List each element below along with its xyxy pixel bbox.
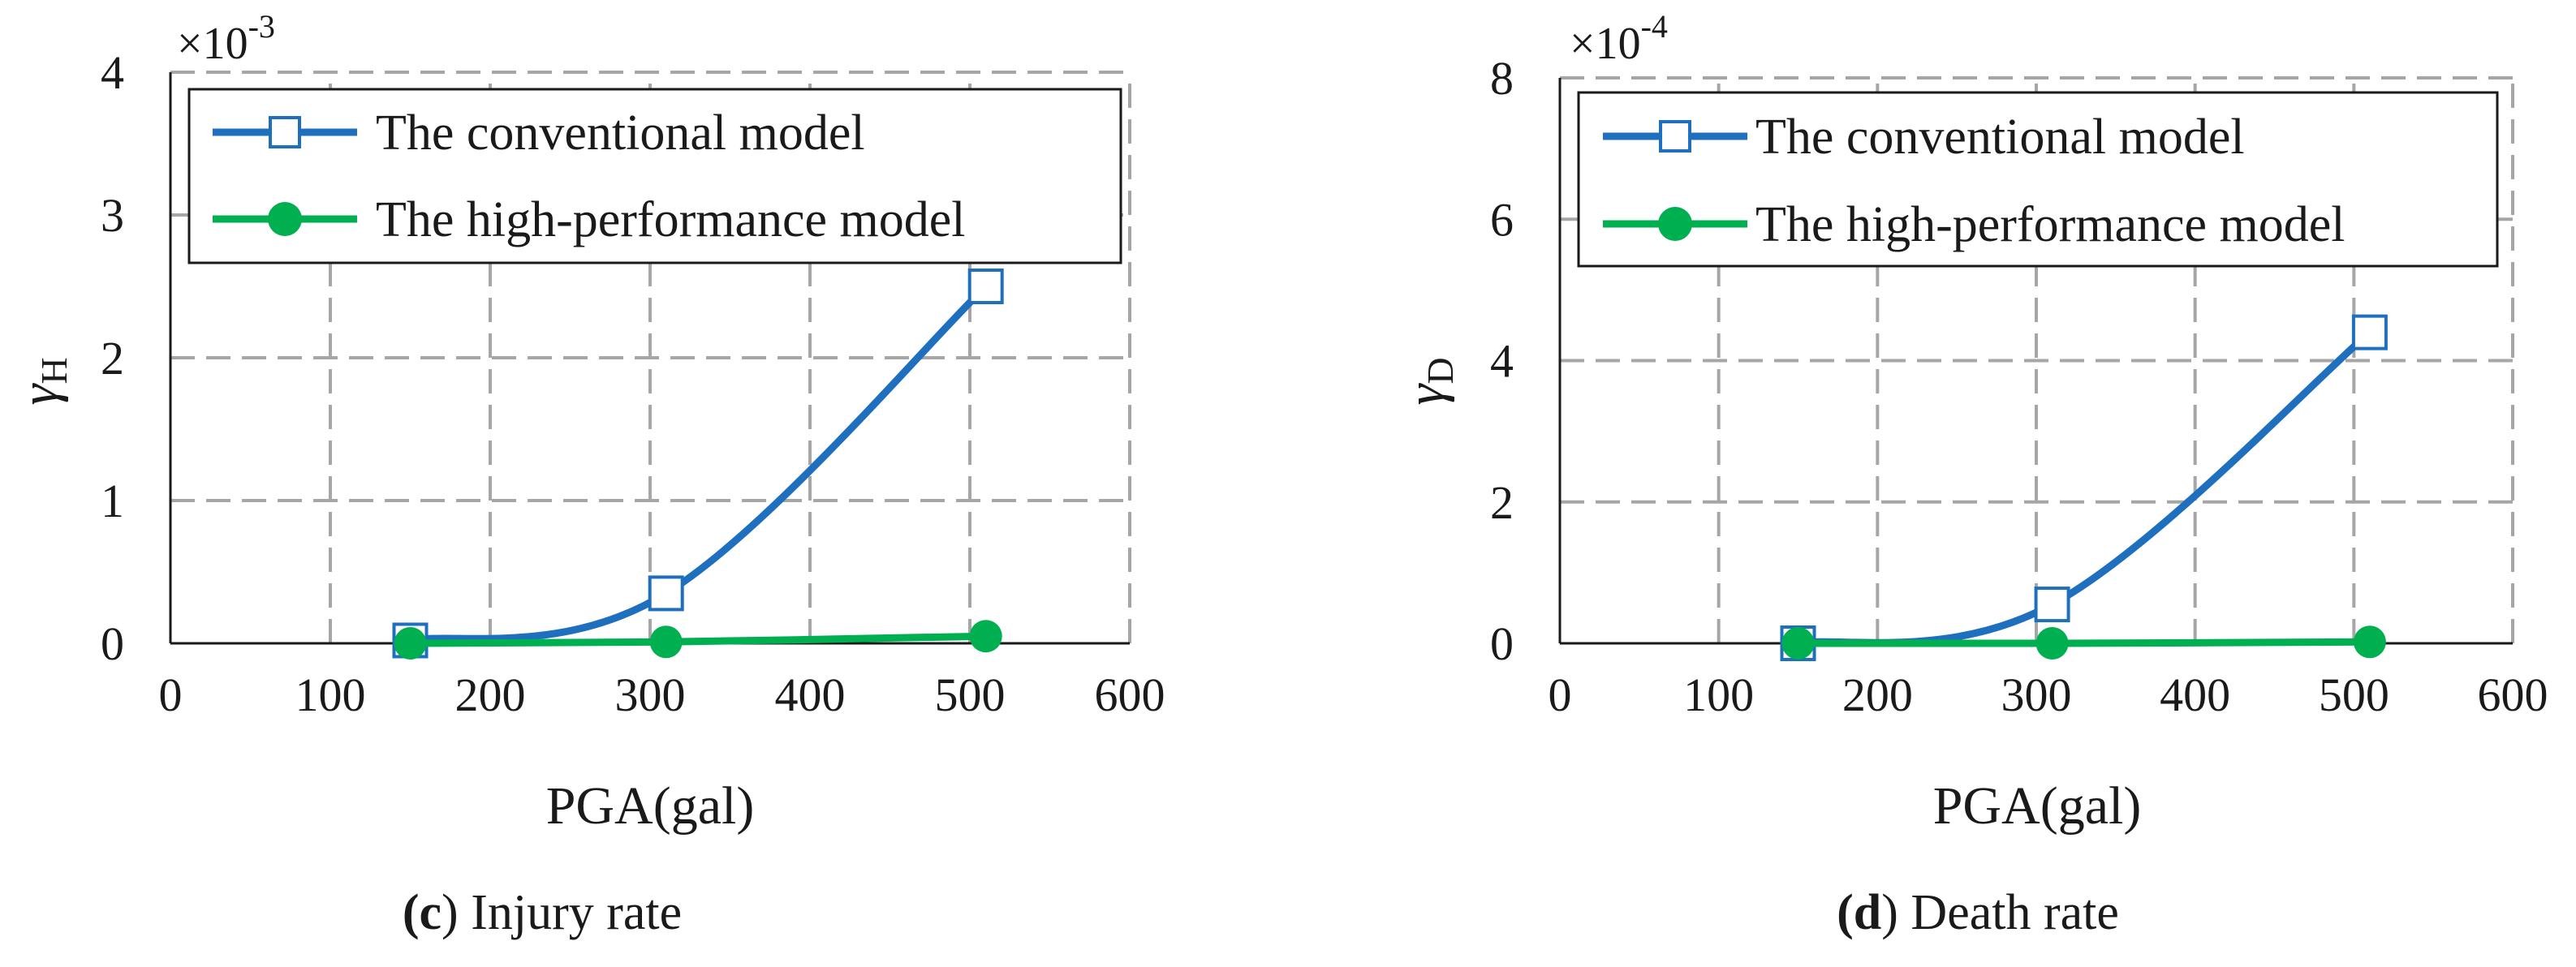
legend: The conventional model The high-performa… [187, 88, 1122, 264]
data-point-circle [2035, 627, 2069, 660]
series-lines [1780, 314, 2388, 661]
legend-marker-filled-circle [268, 202, 302, 236]
legend-item-high-performance: The high-performance model [1603, 197, 2345, 252]
legend: The conventional model The high-performa… [1577, 91, 2499, 268]
legend-label-high-performance: The high-performance model [376, 192, 965, 247]
legend-marker-open-square [1659, 120, 1691, 153]
y-tick-label: 2 [1490, 476, 1514, 529]
data-point-square [2034, 587, 2070, 623]
y-tick-label: 4 [101, 46, 124, 99]
x-axis-title: PGA(gal) [1933, 776, 2142, 836]
legend-marker-filled-circle [1658, 207, 1692, 241]
x-tick-label: 400 [2160, 668, 2230, 721]
multiplier-label: ×10-3 [177, 8, 275, 69]
y-tick-label: 6 [1490, 193, 1514, 246]
legend-item-conventional: The conventional model [213, 105, 865, 161]
x-tick-label: 200 [1842, 668, 1913, 721]
y-axis-title: γD [1396, 357, 1461, 405]
x-tick-label: 300 [2001, 668, 2072, 721]
tick-labels: 0 100 200 300 400 500 600 0 2 4 6 8 [1490, 52, 2548, 721]
x-tick-label: 100 [1683, 668, 1754, 721]
legend-label-high-performance: The high-performance model [1755, 197, 2345, 252]
legend-item-conventional: The conventional model [1603, 110, 2245, 165]
y-tick-label: 0 [101, 617, 124, 670]
x-tick-label: 300 [615, 668, 686, 721]
x-tick-label: 200 [455, 668, 526, 721]
legend-label-conventional: The conventional model [376, 105, 865, 161]
panel-caption: (d) Death rate [1837, 885, 2119, 940]
tick-labels: 0 100 200 300 400 500 600 0 1 2 3 4 [101, 46, 1165, 721]
x-axis-title: PGA(gal) [546, 776, 755, 836]
series-line-high-performance [1794, 638, 2374, 647]
data-point-circle [1781, 627, 1815, 660]
legend-marker-open-square [269, 116, 301, 148]
x-tick-label: 100 [295, 668, 366, 721]
series-lines [392, 269, 1004, 660]
y-tick-label: 1 [101, 475, 124, 527]
data-point-circle [969, 620, 1002, 653]
x-tick-label: 500 [2319, 668, 2389, 721]
chart-panel-death-rate: 0 100 200 300 400 500 600 0 2 4 6 8 ×10-4 γD PGA(ga… [1396, 8, 2548, 940]
x-tick-label: 0 [1549, 668, 1572, 721]
legend-item-high-performance: The high-performance model [213, 192, 965, 247]
panel-caption: (c) Injury rate [403, 885, 682, 940]
y-tick-label: 0 [1490, 617, 1514, 670]
y-tick-label: 3 [101, 189, 124, 242]
multiplier-label: ×10-4 [1570, 8, 1668, 69]
y-axis-title: γH [10, 357, 75, 405]
chart-panel-injury-rate: 0 100 200 300 400 500 600 0 1 2 3 4 ×10-3 γH PGA(ga… [10, 8, 1165, 940]
legend-box [187, 88, 1122, 264]
series-line-conventional [1794, 329, 2374, 647]
legend-label-conventional: The conventional model [1755, 110, 2245, 165]
y-tick-label: 8 [1490, 52, 1514, 105]
data-point-square [2351, 314, 2388, 350]
x-tick-label: 0 [159, 668, 183, 721]
data-point-square [648, 575, 684, 612]
series-line-conventional [407, 282, 990, 644]
legend-box [1577, 91, 2499, 268]
data-point-circle [649, 625, 683, 659]
y-tick-label: 4 [1490, 335, 1514, 388]
x-tick-label: 600 [2478, 668, 2548, 721]
data-point-square [967, 269, 1004, 304]
y-tick-label: 2 [101, 332, 124, 385]
x-tick-label: 600 [1095, 668, 1165, 721]
x-tick-label: 500 [935, 668, 1006, 721]
data-point-circle [394, 627, 427, 660]
data-point-circle [2353, 625, 2386, 659]
x-tick-label: 400 [775, 668, 846, 721]
